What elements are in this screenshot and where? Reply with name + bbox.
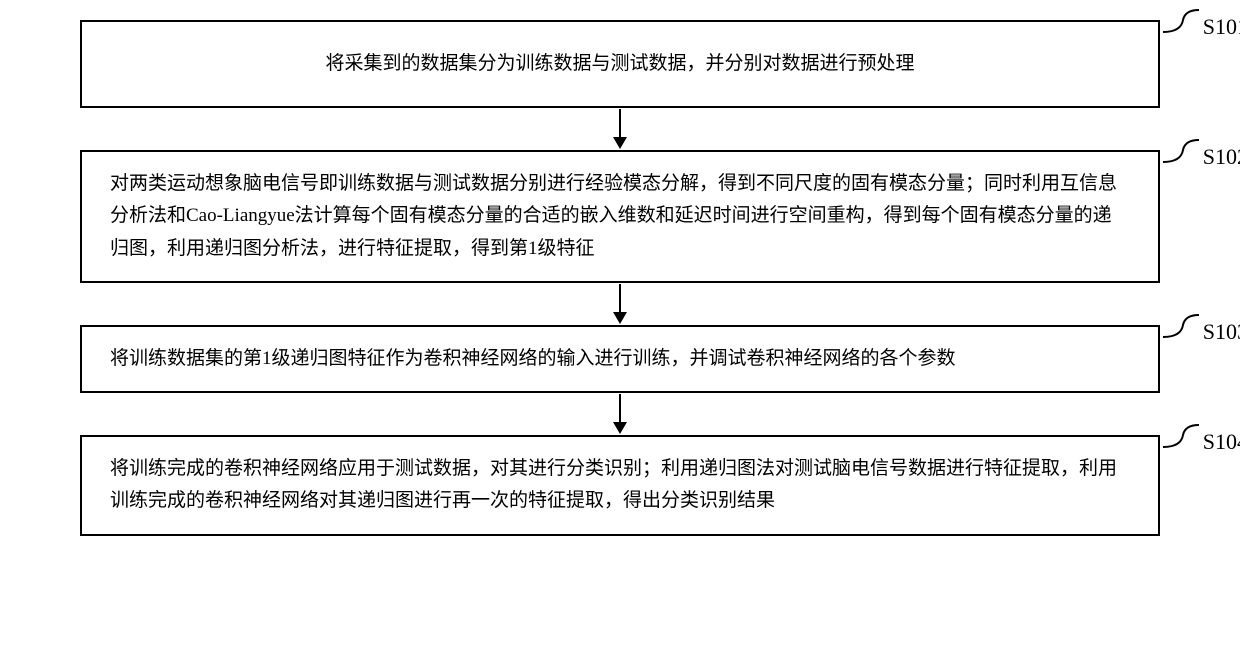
step-label-s102: S102: [1203, 138, 1240, 175]
arrow-line: [619, 109, 621, 137]
connector-curve-s102: [1163, 138, 1199, 166]
step-box-s102: 对两类运动想象脑电信号即训练数据与测试数据分别进行经验模态分解，得到不同尺度的固…: [80, 150, 1160, 283]
flowchart-container: 将采集到的数据集分为训练数据与测试数据，并分别对数据进行预处理 S101 对两类…: [0, 20, 1240, 536]
step-container-s104: 将训练完成的卷积神经网络应用于测试数据，对其进行分类识别；利用递归图法对测试脑电…: [0, 435, 1240, 536]
step-text-s104: 将训练完成的卷积神经网络应用于测试数据，对其进行分类识别；利用递归图法对测试脑电…: [110, 453, 1130, 518]
arrow-head: [613, 312, 627, 324]
arrow-s102-s103: [613, 283, 627, 325]
arrow-line: [619, 394, 621, 422]
step-container-s102: 对两类运动想象脑电信号即训练数据与测试数据分别进行经验模态分解，得到不同尺度的固…: [0, 150, 1240, 325]
label-wrapper-s101: S101: [1163, 8, 1240, 45]
step-container-s103: 将训练数据集的第1级递归图特征作为卷积神经网络的输入进行训练，并调试卷积神经网络…: [0, 325, 1240, 435]
label-wrapper-s104: S104: [1163, 423, 1240, 460]
step-text-s101: 将采集到的数据集分为训练数据与测试数据，并分别对数据进行预处理: [325, 48, 914, 80]
connector-curve-s101: [1163, 8, 1199, 36]
arrow-head: [613, 137, 627, 149]
arrow-s101-s102: [613, 108, 627, 150]
connector-curve-s103: [1163, 313, 1199, 341]
label-wrapper-s103: S103: [1163, 313, 1240, 350]
step-box-s103: 将训练数据集的第1级递归图特征作为卷积神经网络的输入进行训练，并调试卷积神经网络…: [80, 325, 1160, 393]
step-container-s101: 将采集到的数据集分为训练数据与测试数据，并分别对数据进行预处理 S101: [0, 20, 1240, 150]
step-label-s101: S101: [1203, 8, 1240, 45]
connector-curve-s104: [1163, 423, 1199, 451]
arrow-line: [619, 284, 621, 312]
step-label-s103: S103: [1203, 313, 1240, 350]
step-box-s104: 将训练完成的卷积神经网络应用于测试数据，对其进行分类识别；利用递归图法对测试脑电…: [80, 435, 1160, 536]
arrow-head: [613, 422, 627, 434]
label-wrapper-s102: S102: [1163, 138, 1240, 175]
step-text-s103: 将训练数据集的第1级递归图特征作为卷积神经网络的输入进行训练，并调试卷积神经网络…: [110, 343, 956, 375]
step-box-s101: 将采集到的数据集分为训练数据与测试数据，并分别对数据进行预处理 S101: [80, 20, 1160, 108]
step-text-s102: 对两类运动想象脑电信号即训练数据与测试数据分别进行经验模态分解，得到不同尺度的固…: [110, 168, 1130, 265]
arrow-s103-s104: [613, 393, 627, 435]
step-label-s104: S104: [1203, 423, 1240, 460]
